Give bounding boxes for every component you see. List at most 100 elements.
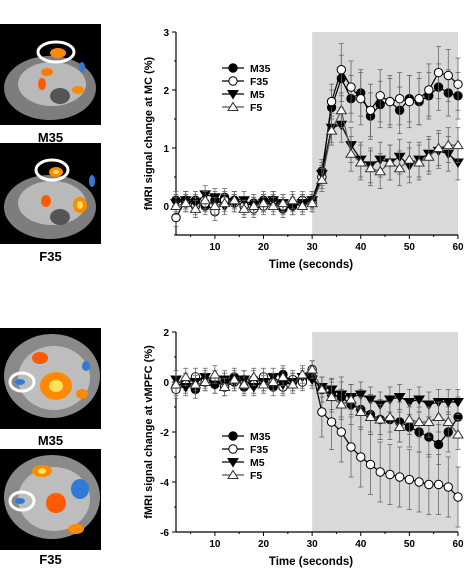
chart1-legend-marker bbox=[228, 431, 238, 441]
chart1-legend-label: F35 bbox=[250, 444, 268, 456]
chart0-point bbox=[365, 105, 376, 116]
chart0-point bbox=[325, 125, 338, 135]
chart1-point bbox=[442, 416, 455, 426]
chart0-point bbox=[374, 165, 387, 176]
chart0-point bbox=[247, 200, 260, 210]
chart0-xtick-label: 10 bbox=[209, 242, 221, 253]
chart1-xlabel: Time (seconds) bbox=[269, 556, 353, 568]
chart1-point bbox=[404, 474, 415, 485]
chart0-point bbox=[238, 203, 250, 213]
chart0-point bbox=[453, 79, 463, 89]
chart0-point bbox=[404, 96, 415, 107]
chart0-legend-label: F35 bbox=[250, 76, 268, 88]
chart1-shaded-region bbox=[312, 332, 458, 532]
chart1-point bbox=[356, 452, 366, 462]
chart1-point bbox=[228, 374, 241, 384]
chart0-point bbox=[452, 139, 464, 150]
chart1-legend-label: F5 bbox=[250, 470, 262, 482]
chart1-point bbox=[179, 371, 192, 381]
chart0-point bbox=[335, 104, 348, 115]
chart1-point bbox=[384, 411, 396, 421]
chart1-point bbox=[452, 398, 464, 408]
chart1-xtick-label: 60 bbox=[452, 539, 464, 550]
chart1-point bbox=[346, 442, 356, 452]
chart0-point bbox=[286, 194, 299, 205]
chart1-point bbox=[393, 393, 406, 403]
chart0-point bbox=[345, 148, 357, 158]
brain-label-top-f35: F35 bbox=[39, 249, 62, 264]
chart0-ytick-label: 1 bbox=[163, 144, 169, 155]
chart0-point bbox=[179, 197, 192, 208]
chart1-point bbox=[247, 371, 260, 381]
chart0-point bbox=[199, 194, 212, 205]
chart0-point bbox=[364, 162, 377, 173]
chart0-xtick-label: 30 bbox=[307, 242, 319, 253]
chart1-point bbox=[325, 391, 338, 401]
chart1-point bbox=[336, 427, 347, 437]
chart0-point bbox=[267, 200, 280, 210]
chart0-legend-marker bbox=[228, 76, 238, 86]
chart1-xtick-label: 20 bbox=[258, 539, 270, 550]
chart1-point bbox=[375, 467, 385, 477]
chart1-point bbox=[364, 411, 377, 421]
chart1-point bbox=[374, 414, 387, 424]
chart1-xtick-label: 10 bbox=[209, 539, 221, 550]
chart1-point bbox=[432, 411, 445, 421]
chart0-ylabel: fMRI signal change at MC (%) bbox=[143, 56, 155, 210]
chart0-point bbox=[433, 67, 444, 78]
chart1-legend-marker bbox=[228, 444, 238, 454]
chart0-point bbox=[326, 96, 337, 107]
chart1-point bbox=[413, 416, 426, 426]
brain-label-bottom-m35: M35 bbox=[37, 433, 64, 448]
chart0-xtick-label: 20 bbox=[258, 242, 270, 253]
chart1-ytick-label: -4 bbox=[160, 478, 169, 489]
chart1-ytick-label: -2 bbox=[160, 428, 169, 439]
chart1-point bbox=[422, 416, 435, 426]
chart0-point bbox=[413, 157, 426, 167]
chart1-point bbox=[277, 371, 289, 381]
chart1-legend-marker bbox=[227, 469, 239, 479]
chart1-point bbox=[354, 406, 367, 416]
brain-label-bottom-f35: F35 bbox=[39, 552, 62, 567]
chart0-ytick-label: 0 bbox=[163, 202, 169, 213]
chart1-point bbox=[218, 381, 231, 391]
chart1-point bbox=[413, 395, 426, 405]
chart0-point bbox=[315, 174, 328, 184]
chart0-point bbox=[277, 197, 289, 208]
chart1-point bbox=[257, 379, 270, 389]
chart1-point bbox=[354, 390, 367, 400]
chart0-point bbox=[354, 157, 367, 167]
brain-image-bottom-m35 bbox=[0, 328, 101, 429]
chart1-point bbox=[453, 492, 463, 502]
chart0-point bbox=[296, 200, 309, 210]
chart0-legend-label: M35 bbox=[250, 63, 271, 75]
chart1-point bbox=[189, 379, 202, 389]
chart1-point bbox=[403, 414, 416, 424]
chart0-point bbox=[403, 154, 416, 164]
chart1-point bbox=[317, 407, 327, 417]
chart1-legend-label: M35 bbox=[250, 431, 271, 443]
chart0-point bbox=[346, 82, 356, 92]
chart0-point bbox=[385, 96, 395, 107]
chart1-ytick-label: -6 bbox=[160, 528, 169, 539]
chart0-point bbox=[393, 162, 406, 173]
chart1-legend-marker bbox=[227, 458, 239, 468]
chart1-point bbox=[422, 400, 435, 410]
chart0-point bbox=[356, 94, 366, 104]
chart1-point bbox=[267, 376, 280, 386]
chart1-point bbox=[442, 398, 455, 408]
chart1-point bbox=[208, 369, 221, 379]
chart0-point bbox=[306, 197, 319, 208]
chart0-ytick-label: 2 bbox=[163, 86, 169, 97]
chart0-point bbox=[424, 85, 434, 95]
chart1-point bbox=[326, 417, 337, 427]
chart0-series-f5 bbox=[170, 92, 464, 219]
chart1-ylabel: fMRI signal change at vMPFC (%) bbox=[143, 345, 155, 519]
chart0-point bbox=[170, 200, 182, 210]
chart1-point bbox=[296, 369, 309, 379]
chart0-point bbox=[208, 200, 221, 210]
chart0-point bbox=[228, 194, 241, 205]
chart-mc: 0 1 2 3 10 20 30 40 50 60 Time (seconds) fMRI signa… bbox=[143, 28, 464, 271]
chart1-point bbox=[286, 379, 299, 389]
chart0-point bbox=[432, 142, 445, 152]
